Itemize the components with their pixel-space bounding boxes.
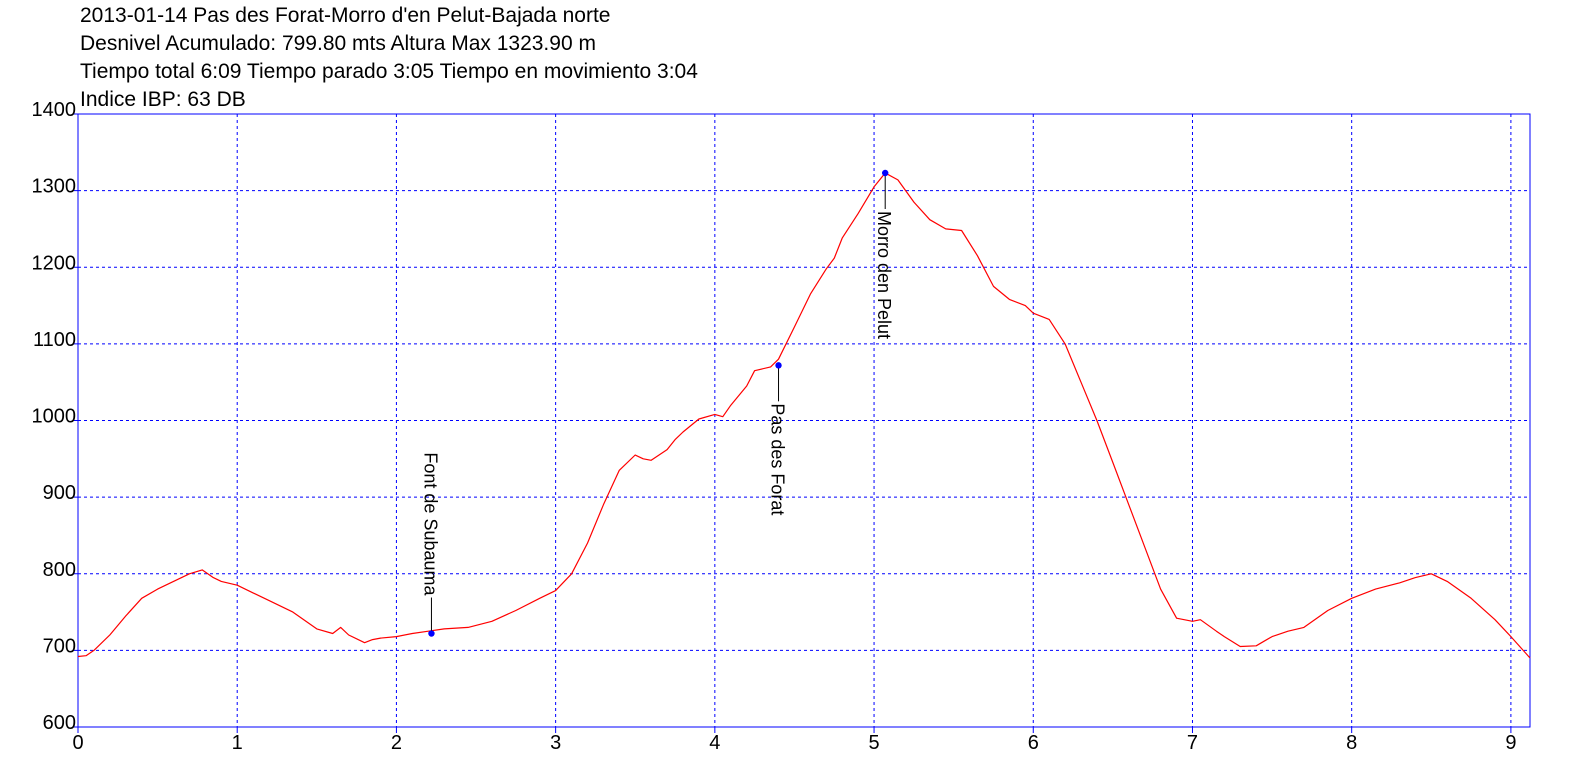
- chart-title: 2013-01-14 Pas des Forat-Morro d'en Pelu…: [80, 4, 611, 27]
- y-tick-label: 1100: [33, 329, 76, 351]
- time-summary: Tiempo total 6:09 Tiempo parado 3:05 Tie…: [80, 60, 698, 83]
- x-tick-label: 0: [72, 732, 83, 754]
- y-tick-label: 1000: [32, 406, 77, 428]
- x-tick-label: 1: [232, 732, 243, 754]
- waypoint-label: Font de Subauma: [420, 452, 440, 596]
- x-tick-label: 7: [1187, 732, 1198, 754]
- y-tick-label: 900: [43, 482, 76, 504]
- waypoint-label: Morro den Pelut: [874, 211, 894, 339]
- y-tick-label: 1400: [32, 99, 77, 121]
- ibp-index: Indice IBP: 63 DB: [80, 88, 246, 111]
- x-tick-label: 4: [709, 732, 720, 754]
- y-tick-label: 1200: [32, 252, 77, 274]
- y-tick-label: 1300: [32, 176, 77, 198]
- plot-frame: [77, 113, 1531, 728]
- y-tick-label: 800: [43, 559, 76, 581]
- y-tick-label: 600: [43, 712, 76, 734]
- axes: 0 1 2 3 4 5 6 7 8 9 600 700 800 900 1000 1100 1200 1300 14…: [32, 99, 1531, 754]
- elevation-line: [77, 172, 1531, 659]
- waypoint-label: Pas des Forat: [768, 403, 788, 515]
- grid: [78, 114, 1530, 727]
- x-tick-label: 3: [550, 732, 561, 754]
- y-tick-label: 700: [43, 635, 76, 657]
- series-layer: [77, 172, 1531, 659]
- annotations: Font de Subauma Pas des Forat Morro den Pe…: [420, 169, 894, 637]
- x-tick-label: 6: [1028, 732, 1039, 754]
- x-tick-label: 8: [1346, 732, 1357, 754]
- waypoint-marker: [775, 362, 782, 369]
- waypoint-marker: [428, 630, 435, 637]
- x-tick-label: 2: [391, 732, 402, 754]
- waypoint-marker: [881, 169, 889, 177]
- x-tick-label: 5: [868, 732, 879, 754]
- elevation-summary: Desnivel Acumulado: 799.80 mts Altura Ma…: [80, 32, 596, 55]
- x-tick-label: 9: [1505, 732, 1516, 754]
